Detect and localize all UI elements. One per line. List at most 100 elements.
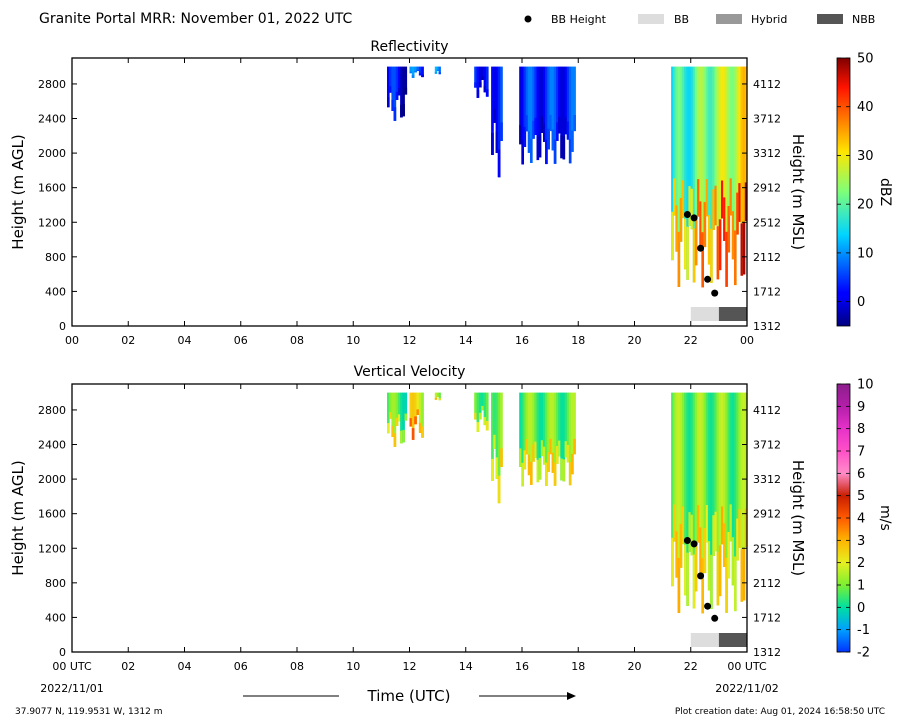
- velocity-echo-span: [519, 392, 576, 487]
- reflectivity-echo-column-base: [740, 223, 744, 276]
- reflectivity-echo-column-base: [397, 88, 401, 96]
- creation-date-note: Plot creation date: Aug 01, 2024 16:58:5…: [675, 707, 885, 717]
- velocity-echo-column-base: [675, 531, 678, 578]
- reflectivity-echo-column-base: [721, 180, 724, 219]
- reflectivity-ytick-label: 2000: [38, 147, 66, 160]
- reflectivity-echo-column-base: [519, 124, 522, 145]
- velocity-echo-column-base: [679, 524, 683, 568]
- velocity-echo-column: [389, 392, 392, 419]
- velocity-echo-column-base: [710, 554, 713, 609]
- velocity-echo-column: [712, 392, 715, 556]
- reflectivity-ytick-label-right: 4112: [753, 78, 781, 91]
- velocity-echo-span: [474, 392, 489, 432]
- velocity-echo-column-base: [736, 518, 739, 561]
- reflectivity-echo-column-base: [712, 189, 715, 230]
- velocity-echo-column-base: [671, 537, 674, 587]
- velocity-cbar-tick-label: 5: [857, 489, 865, 504]
- velocity-echo-column: [540, 392, 544, 457]
- reflectivity-echo-column: [532, 66, 535, 139]
- velocity-echo-column: [721, 392, 724, 545]
- velocity-echo-column: [684, 392, 687, 596]
- velocity-echo-column: [397, 392, 401, 422]
- reflectivity-ytick-label: 2800: [38, 78, 66, 91]
- reflectivity-echo-column: [564, 66, 568, 135]
- velocity-echo-column-base: [725, 557, 728, 613]
- reflectivity-echo-column-base: [571, 130, 574, 152]
- velocity-echo-column: [705, 392, 709, 543]
- reflectivity-echo-column-base: [540, 116, 544, 133]
- reflectivity-echo-column-base: [718, 219, 722, 271]
- reflectivity-bb-type-bb: [690, 307, 719, 321]
- reflectivity-echo-column-base: [525, 115, 529, 132]
- reflectivity-echo-column-base: [729, 178, 733, 216]
- reflectivity-colorbar-label: dBZ: [877, 178, 893, 206]
- velocity-echo-column-base: [474, 412, 477, 420]
- reflectivity-echo-column-base: [478, 82, 482, 88]
- reflectivity-echo-column-base: [705, 179, 709, 217]
- velocity-echo-column-base: [416, 409, 420, 415]
- velocity-ytick-label: 1600: [38, 508, 66, 521]
- reflectivity-echo-column-base: [738, 183, 741, 222]
- velocity-echo-column-base: [530, 461, 533, 485]
- velocity-echo-column-base: [566, 445, 570, 463]
- velocity-echo-column: [534, 392, 537, 458]
- arrowhead-icon: [567, 692, 576, 700]
- reflectivity-echo-column-base: [725, 231, 728, 287]
- reflectivity-echo-column: [686, 66, 689, 280]
- velocity-xtick-label: 16: [515, 660, 529, 673]
- velocity-echo-column: [525, 392, 529, 455]
- reflectivity-bb-height-dot: [697, 244, 705, 252]
- velocity-echo-column-base: [744, 508, 748, 547]
- velocity-xtick-label: 00 UTC: [727, 660, 767, 673]
- velocity-echo-column-base: [740, 549, 744, 602]
- reflectivity-echo-column: [716, 66, 720, 280]
- velocity-echo-column: [568, 392, 572, 486]
- velocity-echo-column: [718, 392, 722, 597]
- reflectivity-y-ticks: 0 1312 400 1712 800 2112 1200 2512 1600 2912 2000 3…: [38, 78, 781, 333]
- velocity-echo-column-base: [545, 462, 548, 486]
- velocity-echo-column-base: [434, 398, 438, 400]
- reflectivity-echo-column-base: [736, 192, 739, 235]
- reflectivity-echo-column: [530, 66, 533, 163]
- reflectivity-echo-column-base: [536, 136, 540, 161]
- velocity-echo-column-base: [684, 544, 687, 596]
- reflectivity-echo-column-base: [684, 218, 687, 270]
- velocity-echo-column: [710, 392, 713, 609]
- reflectivity-echo-column: [701, 66, 704, 288]
- reflectivity-echo-column: [538, 66, 542, 158]
- velocity-echo-column: [527, 392, 531, 476]
- reflectivity-echo-column-base: [391, 99, 394, 111]
- reflectivity-echo-column-base: [731, 211, 735, 260]
- velocity-echo-column: [538, 392, 542, 480]
- velocity-echo-column: [697, 392, 700, 543]
- reflectivity-echo-column-base: [523, 126, 527, 147]
- reflectivity-echo-span: [387, 66, 408, 121]
- reflectivity-echo-column-base: [707, 215, 711, 265]
- velocity-echo-column: [416, 392, 420, 415]
- reflectivity-echo-span: [519, 66, 576, 165]
- reflectivity-echo-column-base: [744, 182, 748, 221]
- velocity-echo-span: [671, 392, 748, 614]
- velocity-echo-column: [411, 392, 415, 440]
- reflectivity-ytick-label-right: 2912: [753, 182, 781, 195]
- reflectivity-echo-column-base: [534, 117, 537, 135]
- reflectivity-echo-column: [731, 66, 735, 260]
- velocity-xtick-label: 10: [346, 660, 360, 673]
- reflectivity-echo-column: [495, 66, 499, 153]
- velocity-cbar-tick-label: 3: [857, 534, 865, 549]
- velocity-x-ticks: 00 UTC 02 04 06 08 10 12 14 16 18 20 22 00 UTC: [52, 384, 767, 673]
- reflectivity-echo-column-base: [387, 97, 390, 108]
- velocity-echo-span: [387, 392, 408, 447]
- reflectivity-xtick-label: 08: [290, 334, 304, 347]
- reflectivity-echo-column-base: [409, 71, 413, 74]
- reflectivity-xtick-label: 20: [628, 334, 642, 347]
- velocity-echo-column: [688, 392, 691, 552]
- velocity-echo-column-base: [418, 422, 422, 433]
- reflectivity-echo-column-base: [549, 115, 553, 132]
- velocity-cbar-tick-label: 9: [857, 400, 865, 415]
- reflectivity-echo-column-base: [734, 230, 737, 286]
- velocity-echo-column: [521, 392, 524, 487]
- velocity-title: Vertical Velocity: [354, 364, 466, 380]
- reflectivity-echo-column: [553, 66, 557, 164]
- velocity-echo-column: [481, 392, 484, 411]
